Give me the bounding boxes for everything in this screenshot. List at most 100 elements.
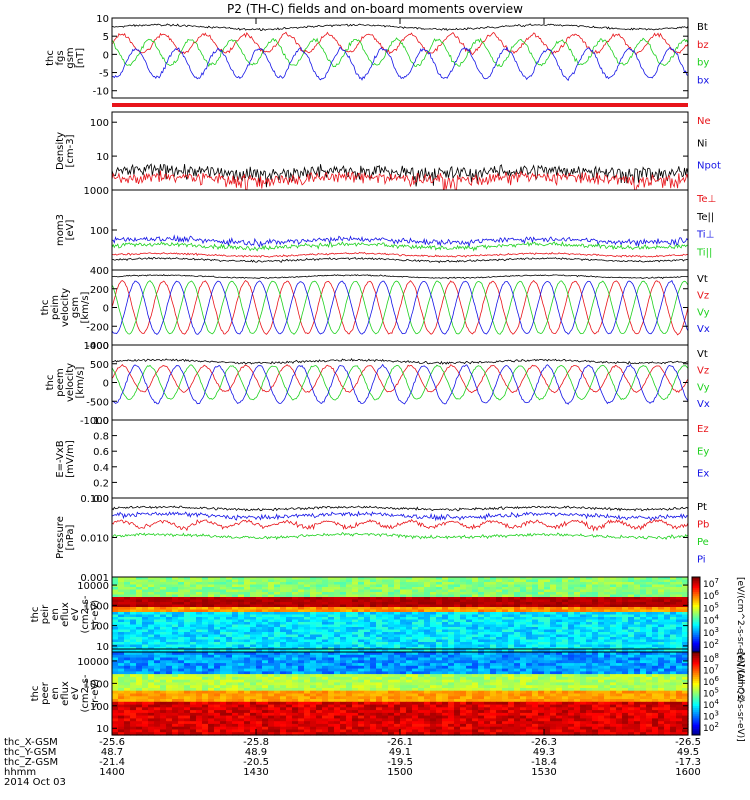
series-temperature-Te⊥ [112, 251, 688, 258]
colorbar-tick: 107 [703, 664, 719, 677]
time-row-label: thc_X-GSM [4, 737, 58, 748]
series-pressure-Pe [112, 532, 688, 541]
ytick-label: 100 [90, 702, 109, 713]
colorbar-tick: 104 [703, 698, 719, 711]
legend-Vt: Vt [697, 274, 708, 285]
ytick-label: 0.2 [93, 478, 109, 489]
legend-Ex: Ex [697, 469, 709, 480]
ytick-label: 1000 [84, 341, 109, 352]
legend-Pb: Pb [697, 520, 709, 531]
legend-Ti||: Ti|| [696, 247, 712, 258]
colorbar-lower [691, 651, 701, 736]
panel-frame-fgs [111, 17, 689, 99]
time-row-value: -25.8 [243, 737, 269, 748]
legend-by: by [697, 58, 709, 69]
flag-bar [112, 103, 688, 107]
time-row-label: hhmm [4, 767, 36, 778]
ylabel-fgs: [nT] [75, 48, 86, 68]
ytick-label: -500 [86, 397, 109, 408]
legend-Bt: Bt [697, 22, 708, 33]
time-row-value: 1600 [675, 767, 700, 778]
series-density-Ne [112, 170, 688, 190]
series-fgs-by [112, 37, 688, 68]
ytick-label: 0.4 [93, 463, 109, 474]
ytick-label: 0.8 [93, 432, 109, 443]
series-pressure-Pt [112, 505, 688, 512]
ylabel-peir_spec: (cm2-s- [80, 595, 91, 633]
legend-Ni: Ni [697, 138, 707, 149]
legend-Vx: Vx [697, 324, 710, 335]
series-pressure-Pi [112, 510, 688, 522]
legend-Vy: Vy [697, 307, 710, 318]
legend-Ey: Ey [697, 446, 709, 457]
time-row-value: -26.1 [387, 737, 413, 748]
series-density-Ni [112, 163, 688, 188]
chart-title: P2 (TH-C) fields and on-board moments ov… [227, 2, 523, 16]
series-peem_velocity-Vx [112, 363, 688, 405]
ylabel-peem_velocity: peem [55, 368, 66, 396]
ytick-label: 0 [103, 379, 109, 390]
legend-bx: bx [697, 75, 709, 86]
time-row-value: 49.1 [389, 747, 411, 758]
colorbar-tick: 105 [703, 687, 719, 700]
ylabel-density: Density [55, 132, 66, 170]
legend-Vx: Vx [697, 399, 710, 410]
time-row-value: -25.6 [99, 737, 125, 748]
time-row-value: -26.3 [531, 737, 557, 748]
legend-Te||: Te|| [696, 212, 714, 223]
ytick-label: 1.0 [93, 416, 109, 427]
time-row-label: thc_Y-GSM [4, 747, 56, 758]
ylabel-peir_spec: eV [70, 608, 81, 621]
colorbar-tick: 105 [703, 601, 719, 614]
time-row-value: 49.5 [677, 747, 699, 758]
ylabel-fgs: thc [45, 50, 56, 66]
ytick-label: 0.0 [93, 494, 109, 505]
colorbar-tick: 106 [703, 589, 719, 602]
colorbar-tick: 103 [703, 710, 719, 723]
ylabel-peer_spec: eflux [60, 681, 71, 706]
ylabel-peim_velocity: [km/s] [80, 291, 91, 323]
ytick-label: 1000 [84, 186, 109, 197]
ylabel-peir_spec: peir [40, 604, 51, 624]
series-peim_velocity-Vx [112, 279, 688, 335]
series-temperature-Te|| [112, 256, 688, 264]
ytick-label: 100 [90, 118, 109, 129]
ylabel-efield: E=-VxB [55, 440, 66, 477]
ylabel-efield: [mV/m] [65, 440, 76, 478]
ytick-label: 500 [90, 360, 109, 371]
time-row-value: 49.3 [533, 747, 555, 758]
colorbar-tick: 102 [703, 638, 719, 651]
ylabel-peir_spec: sr-eV) [90, 600, 101, 629]
ytick-label: 100 [90, 622, 109, 633]
time-row-value: -17.3 [675, 757, 701, 768]
ytick-label: -400 [86, 341, 109, 352]
time-row-value: 1500 [387, 767, 412, 778]
time-row-value: -19.5 [387, 757, 413, 768]
series-peim_velocity-Vy [112, 280, 688, 335]
colorbar-label: [eV/(cm^2-s-sr-eV)] (All Qs) [735, 577, 745, 702]
legend-Ti⊥: Ti⊥ [696, 230, 714, 241]
ylabel-peer_spec: sr-eV) [90, 679, 101, 708]
ytick-label: 0.100 [80, 494, 109, 505]
time-row-label: thc_Z-GSM [4, 757, 58, 768]
ylabel-peer_spec: thc [30, 686, 41, 702]
date-label: 2014 Oct 03 [4, 777, 66, 788]
ylabel-peer_spec: eV [70, 687, 81, 700]
spectrogram-peer_spec [112, 652, 689, 736]
ytick-label: 1000 [84, 601, 109, 612]
ylabel-peem_velocity: velocity [65, 363, 76, 402]
ylabel-fgs: gsm [65, 47, 76, 68]
panel-frame-pressure [111, 497, 689, 578]
ylabel-density: [cm-3] [65, 134, 76, 167]
legend-Vz: Vz [697, 366, 709, 377]
ylabel-peim_velocity: peim [50, 295, 61, 320]
ytick-label: 10000 [77, 657, 109, 668]
time-row-value: 1430 [243, 767, 268, 778]
legend-Vt: Vt [697, 349, 708, 360]
legend-Npot: Npot [697, 161, 721, 172]
colorbar-tick: 104 [703, 614, 719, 627]
ylabel-peir_spec: en [50, 608, 61, 621]
ylabel-pressure: Pressure [55, 516, 66, 559]
ytick-label: -200 [86, 322, 109, 333]
